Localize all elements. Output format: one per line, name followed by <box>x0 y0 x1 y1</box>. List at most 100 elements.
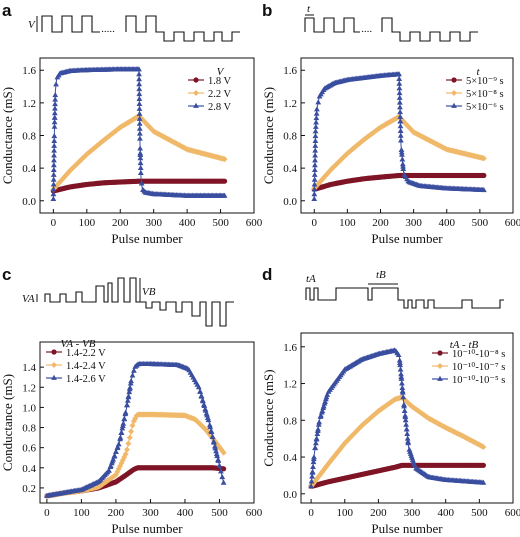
data-point <box>118 429 125 436</box>
data-point <box>480 443 487 450</box>
data-point <box>50 171 57 177</box>
data-point <box>401 403 408 409</box>
chart-panel-c: 0 100 200 300 400 500 600 0.2 0.4 0.6 0.8 1.0 1.2 1.4… <box>0 338 263 536</box>
data-point <box>312 137 319 144</box>
data-point <box>311 181 318 187</box>
data-point <box>136 120 143 126</box>
legend-marker <box>451 77 457 83</box>
x-tick-label: 100 <box>336 507 353 519</box>
y-tick-label: 0.6 <box>22 443 36 455</box>
data-point <box>481 172 487 179</box>
x-tick-label: 600 <box>505 217 520 229</box>
data-point <box>50 166 57 173</box>
y-tick-label: 1.2 <box>22 382 36 394</box>
y-tick-label: 0.4 <box>283 163 297 175</box>
y-tick-label: 1.2 <box>22 98 36 110</box>
data-point <box>400 394 407 400</box>
legend-entry: 10⁻¹⁰-10⁻⁸ s <box>452 348 505 360</box>
x-tick-label: 500 <box>211 507 228 519</box>
data-point <box>399 156 406 162</box>
data-point <box>136 71 142 77</box>
data-point <box>396 99 403 105</box>
data-point <box>128 428 135 435</box>
data-point <box>115 441 122 447</box>
data-point <box>199 397 206 403</box>
data-point <box>216 462 223 468</box>
data-point <box>136 125 143 131</box>
series-3 <box>311 71 487 202</box>
data-point <box>312 142 319 148</box>
data-point <box>136 130 143 136</box>
waveform-label-c-a: VA <box>22 293 35 305</box>
x-axis-label: Pulse number <box>111 231 183 246</box>
data-point <box>313 110 320 116</box>
x-tick-label: 0 <box>44 507 50 519</box>
data-point <box>126 388 133 395</box>
data-point <box>136 115 143 121</box>
data-point <box>322 398 328 404</box>
data-point <box>136 90 143 97</box>
svg-text:····: ···· <box>361 26 372 38</box>
data-point <box>396 357 403 363</box>
data-point <box>312 133 319 139</box>
legend: V1.8 V 2.2 V 2.8 V <box>188 66 232 113</box>
data-point <box>309 473 315 479</box>
data-point <box>411 460 417 466</box>
data-point <box>318 412 324 418</box>
data-point <box>52 101 58 107</box>
data-point <box>137 155 144 161</box>
y-tick-label: 0.0 <box>283 196 297 208</box>
legend-entry: 2.8 V <box>208 102 232 113</box>
legend-entry: 1.4-2.2 V <box>66 348 106 359</box>
legend-marker <box>193 90 199 96</box>
data-point <box>315 426 321 432</box>
data-point <box>396 80 403 86</box>
x-tick-label: 0 <box>312 217 318 229</box>
series-1 <box>308 462 486 490</box>
waveform-label-d-b: tB <box>376 269 386 281</box>
data-point <box>311 191 318 197</box>
data-point <box>107 462 114 469</box>
data-point <box>313 115 320 121</box>
panel-label-a: a <box>2 1 12 20</box>
panel-label-c: c <box>2 265 11 284</box>
data-point <box>136 66 142 72</box>
data-point <box>136 100 143 106</box>
data-point <box>396 85 403 91</box>
legend-marker <box>193 102 199 108</box>
data-point <box>109 458 116 464</box>
x-tick-label: 0 <box>308 507 314 519</box>
legend-entry: 10⁻¹⁰-10⁻⁵ s <box>452 374 505 386</box>
data-point <box>136 110 143 116</box>
x-tick-label: 300 <box>142 507 159 519</box>
series-2 <box>311 113 487 192</box>
data-point <box>52 96 59 102</box>
data-point <box>309 468 316 474</box>
legend: VA - VB1.4-2.2 V 1.4-2.4 V 1.4-2.6 V <box>46 338 106 385</box>
data-point <box>221 192 228 198</box>
data-point <box>50 176 57 182</box>
x-axis-label: Pulse number <box>371 231 443 246</box>
legend-marker <box>51 374 57 380</box>
y-tick-label: 0.4 <box>283 452 297 464</box>
data-point <box>312 147 319 153</box>
data-point <box>122 451 129 458</box>
y-axis-label: Conductance (mS) <box>261 369 276 466</box>
data-point <box>52 105 58 111</box>
x-tick-label: 300 <box>404 507 421 519</box>
legend-entry: 5×10⁻⁹ s <box>466 76 504 87</box>
x-tick-label: 400 <box>437 507 454 519</box>
x-axis-label: Pulse number <box>111 521 183 536</box>
data-point <box>136 95 143 102</box>
data-point <box>124 401 130 408</box>
data-point <box>136 86 143 92</box>
data-point <box>401 407 408 414</box>
plot-frame <box>39 341 255 504</box>
data-point <box>315 421 322 427</box>
legend-title: t <box>476 66 480 78</box>
series-3 <box>308 347 487 489</box>
data-point <box>398 137 404 143</box>
data-point <box>136 76 142 82</box>
data-point <box>195 384 202 390</box>
